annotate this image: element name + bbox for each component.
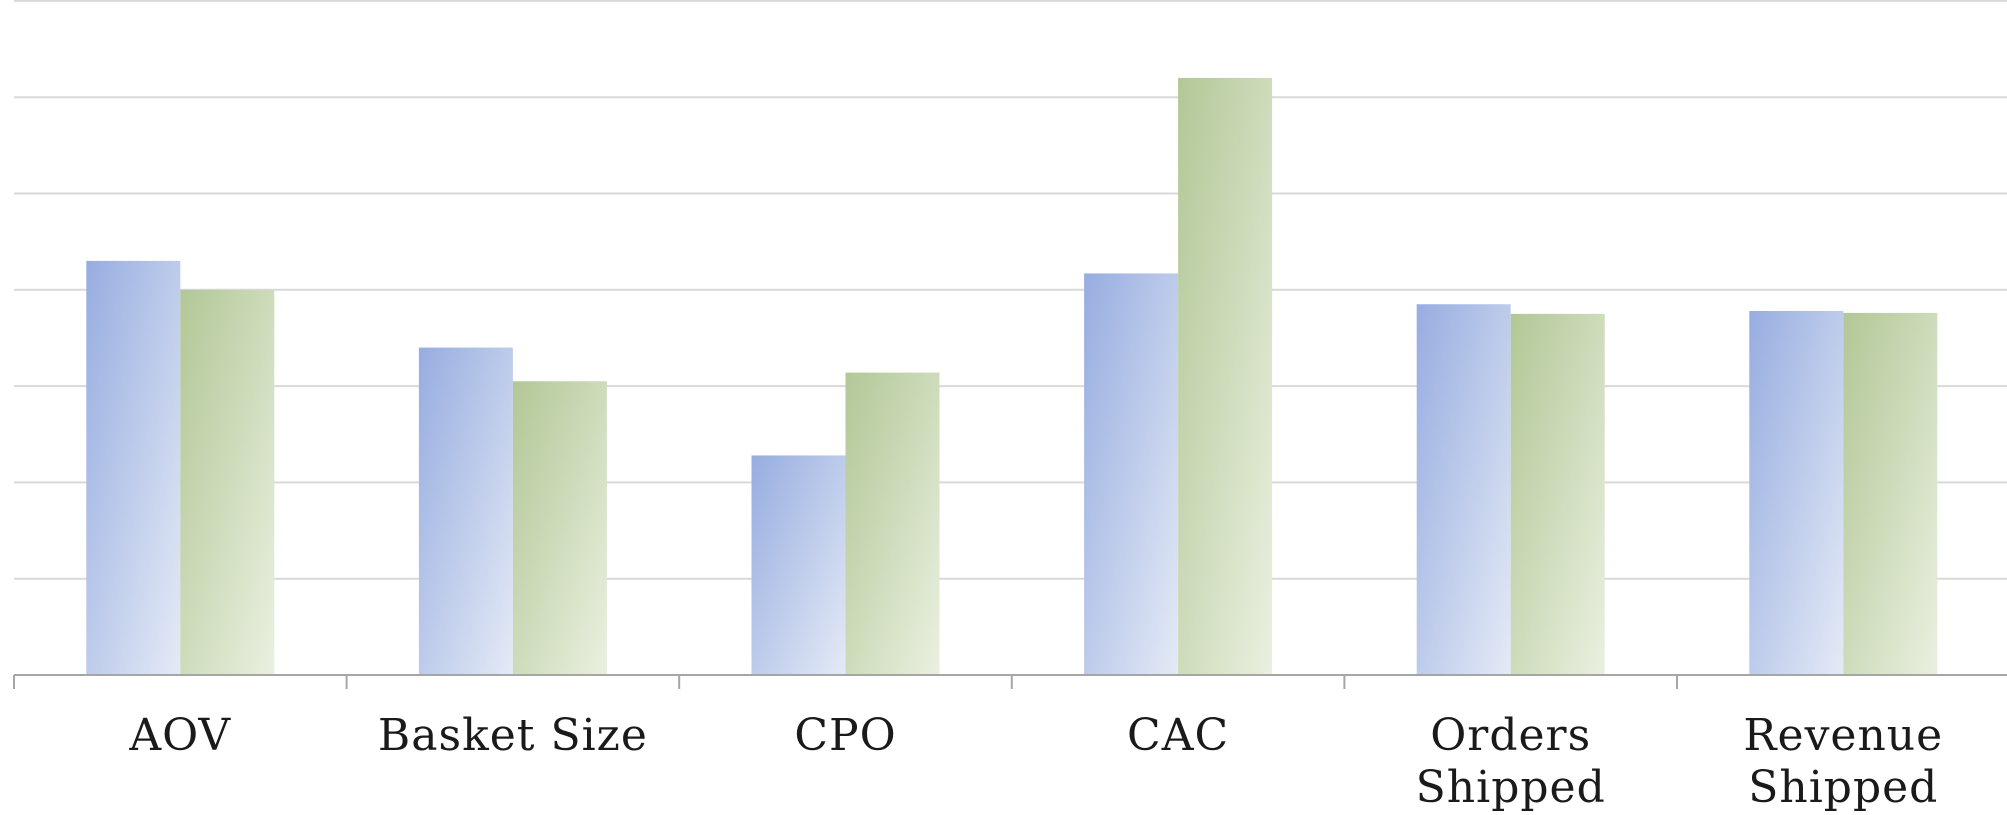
bar-series2-cat5 xyxy=(1510,313,1605,675)
bar-series1-cat5 xyxy=(1416,304,1511,675)
bar-series1-cat4 xyxy=(1084,273,1179,675)
category-label: Basket Size xyxy=(378,710,648,761)
bar-series2-cat3 xyxy=(845,372,940,675)
category-label: Revenue Shipped xyxy=(1743,710,1943,813)
category-labels: AOV Basket Size CPO CAC Orders Shipped Revenue… xyxy=(128,710,1943,813)
bars xyxy=(86,77,1938,675)
category-label: AOV xyxy=(128,710,231,761)
x-axis xyxy=(13,674,2007,689)
category-label: CPO xyxy=(794,710,896,761)
bar-series1-cat3 xyxy=(751,455,846,675)
bar-series2-cat1 xyxy=(180,289,275,675)
bar-series2-cat6 xyxy=(1843,312,1938,675)
category-label: Orders Shipped xyxy=(1416,710,1606,813)
gridlines xyxy=(14,0,2007,580)
bar-series2-cat2 xyxy=(512,381,607,675)
bar-series1-cat2 xyxy=(418,347,513,675)
category-label: CAC xyxy=(1127,710,1229,761)
bar-series2-cat4 xyxy=(1178,77,1273,675)
bar-series1-cat6 xyxy=(1749,310,1844,675)
bar-series1-cat1 xyxy=(86,260,181,675)
